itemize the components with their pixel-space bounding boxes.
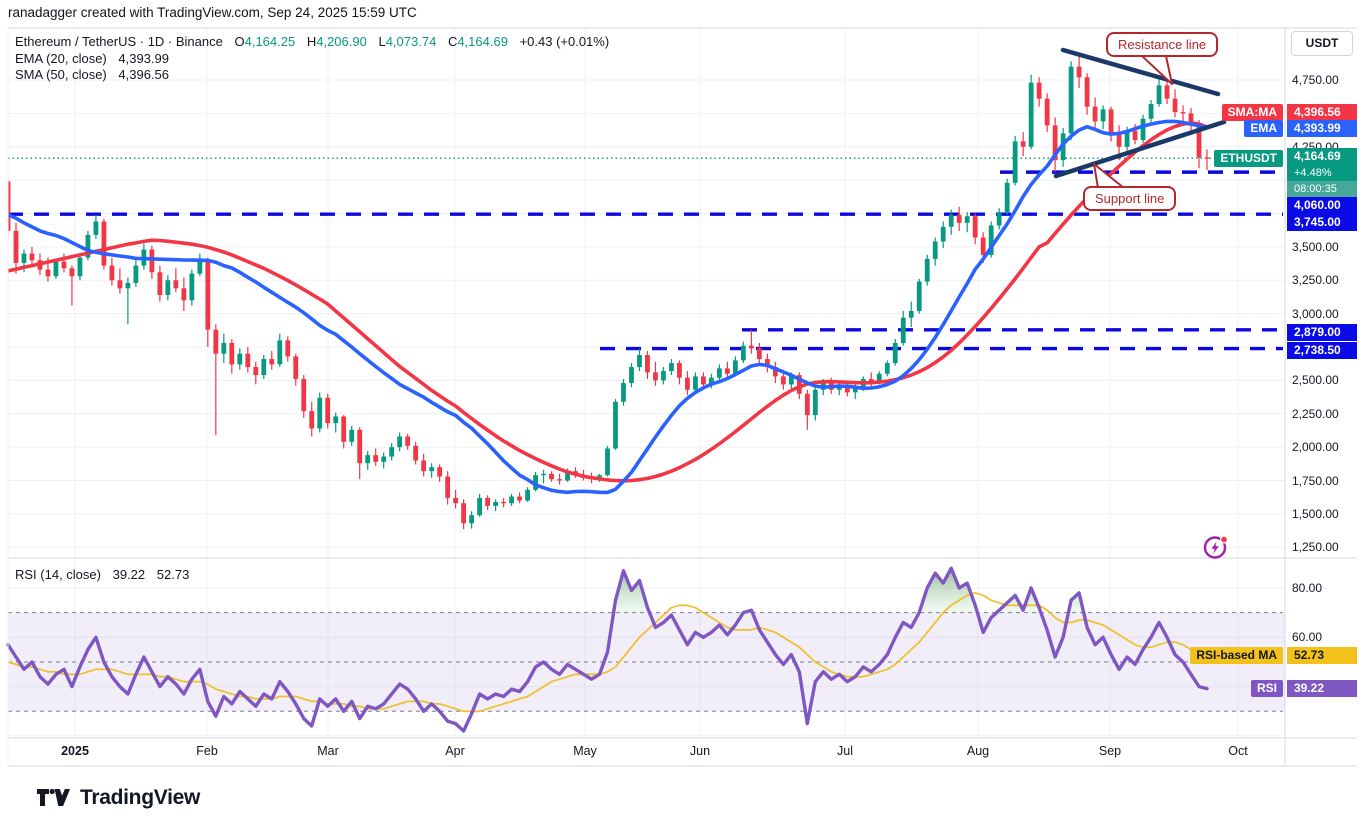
level-2738-badge: 2,738.50 [1287, 342, 1357, 359]
rsi-tick-label: 60.00 [1292, 630, 1323, 645]
close-key: C [447, 34, 458, 49]
price-tick-label: 1,750.00 [1292, 473, 1339, 488]
level-3745-badge: 3,745.00 [1287, 214, 1357, 231]
ema-price-badge: 4,393.99 [1287, 120, 1357, 137]
last-price-change-pct: +4.48% [1287, 165, 1357, 181]
change-value: +0.43 (+0.01%) [519, 34, 610, 49]
time-axis-label: May [573, 744, 597, 758]
rsi-ma-value: 52.73 [156, 567, 190, 582]
rsi-legend[interactable]: RSI (14, close) 39.22 52.73 [15, 567, 189, 582]
tradingview-logo[interactable]: TradingView [36, 783, 200, 813]
level-4060-badge: 4,060.00 [1287, 197, 1357, 214]
time-axis-label: Feb [196, 744, 218, 758]
price-tick-label: 2,250.00 [1292, 406, 1339, 421]
ema-legend[interactable]: EMA (20, close) 4,393.99 [15, 51, 169, 66]
price-tick-label: 2,500.00 [1292, 373, 1339, 388]
time-axis-label: Sep [1098, 744, 1122, 758]
ema-price-chip: EMA [1244, 120, 1283, 137]
open-value: 4,164.25 [244, 34, 296, 49]
close-value: 4,164.69 [457, 34, 508, 49]
price-tick-label: 3,500.00 [1292, 239, 1339, 254]
level-2879-badge: 2,879.00 [1287, 324, 1357, 341]
rsi-chip: RSI [1250, 680, 1283, 697]
open-key: O [234, 34, 245, 49]
price-tick-label: 2,000.00 [1292, 440, 1339, 455]
rsi-label: RSI (14, close) [15, 567, 101, 582]
ema-value: 4,393.99 [118, 51, 169, 66]
high-key: H [306, 34, 317, 49]
time-axis-label: Oct [1228, 744, 1248, 758]
tradingview-logo-text: TradingView [80, 786, 201, 809]
symbol-title: Ethereum / TetherUS · 1D · Binance [15, 34, 223, 49]
rsi-badge: 39.22 [1287, 680, 1357, 697]
time-axis-label: 2025 [61, 744, 89, 758]
flash-indicator-icon[interactable] [1202, 533, 1230, 561]
symbol-price-chip: ETHUSDT [1214, 150, 1283, 167]
resistance-line-callout[interactable]: Resistance line [1106, 32, 1219, 57]
sma-value: 4,396.56 [118, 67, 169, 82]
price-tick-label: 3,000.00 [1292, 306, 1339, 321]
time-axis-label: Jun [689, 744, 711, 758]
bar-countdown: 08:00:35 [1287, 181, 1357, 197]
sma-price-chip: SMA:MA [1221, 104, 1283, 121]
time-axis-label: Apr [445, 744, 465, 758]
time-axis-label: Mar [317, 744, 339, 758]
rsi-tick-label: 80.00 [1292, 581, 1323, 595]
sma-price-badge: 4,396.56 [1287, 104, 1357, 121]
price-tick-label: 3,250.00 [1292, 273, 1339, 288]
ema-label: EMA (20, close) [15, 51, 107, 66]
time-axis-label: Jul [837, 744, 853, 758]
sma-legend[interactable]: SMA (50, close) 4,396.56 [15, 67, 169, 82]
high-value: 4,206.90 [316, 34, 367, 49]
support-line-callout[interactable]: Support line [1083, 186, 1177, 211]
price-tick-label: 1,250.00 [1292, 540, 1339, 555]
time-axis-label: Aug [966, 744, 990, 758]
last-price-value: 4,164.69 [1287, 148, 1357, 165]
sma-label: SMA (50, close) [15, 67, 107, 82]
currency-toggle-button[interactable]: USDT [1291, 31, 1353, 56]
rsi-ma-badge: 52.73 [1287, 647, 1357, 664]
rsi-value: 39.22 [112, 567, 146, 582]
rsi-ma-chip: RSI-based MA [1190, 647, 1283, 664]
price-tick-label: 1,500.00 [1292, 506, 1339, 521]
last-price-badge: 4,164.69 +4.48% 08:00:35 [1287, 148, 1357, 197]
low-key: L [378, 34, 386, 49]
watermark: ranadagger created with TradingView.com,… [8, 5, 417, 20]
symbol-legend[interactable]: Ethereum / TetherUS · 1D · Binance O4,16… [15, 34, 609, 49]
price-tick-label: 4,750.00 [1292, 73, 1339, 87]
low-value: 4,073.74 [385, 34, 437, 49]
tradingview-logo-icon [37, 788, 70, 806]
